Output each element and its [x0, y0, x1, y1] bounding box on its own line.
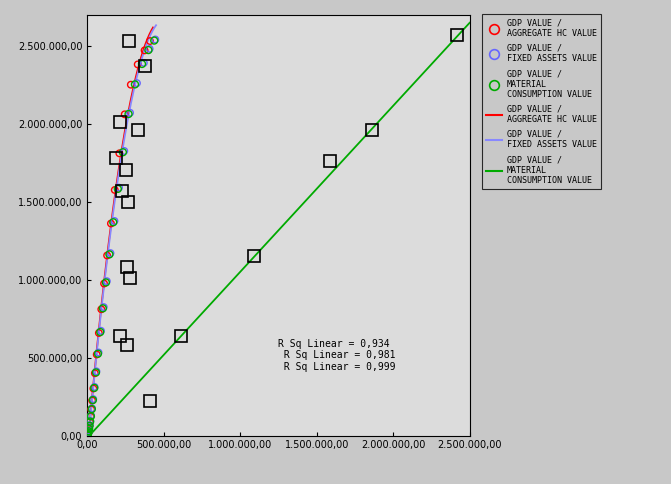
Point: [83, 427, 94, 435]
Point: [132, 60, 143, 68]
Point: [83, 430, 93, 438]
Point: [105, 220, 116, 227]
Point: [83, 431, 93, 439]
Point: [101, 279, 111, 287]
Point: [113, 184, 124, 192]
Legend: GDP VALUE /
AGGREGATE HC VALUE, GDP VALUE /
FIXED ASSETS VALUE, GDP VALUE /
MATE: GDP VALUE / AGGREGATE HC VALUE, GDP VALU…: [482, 15, 601, 189]
Point: [83, 430, 93, 438]
Point: [95, 328, 105, 336]
Point: [140, 46, 150, 54]
Point: [85, 413, 96, 421]
Point: [85, 418, 95, 425]
Text: R Sq Linear = 0,934
 R Sq Linear = 0,981
 R Sq Linear = 0,999: R Sq Linear = 0,934 R Sq Linear = 0,981 …: [278, 339, 396, 372]
Point: [93, 329, 104, 337]
Point: [83, 431, 93, 439]
Point: [85, 421, 95, 429]
Point: [104, 251, 115, 258]
Point: [150, 36, 160, 44]
Point: [123, 110, 134, 118]
Point: [130, 80, 140, 88]
Point: [83, 430, 93, 438]
Point: [137, 60, 148, 68]
Point: [84, 422, 95, 430]
Point: [119, 110, 130, 118]
Point: [85, 418, 95, 426]
Point: [99, 303, 109, 311]
Point: [132, 79, 142, 87]
Point: [89, 369, 100, 377]
Point: [143, 46, 154, 54]
Point: [86, 406, 97, 413]
Point: [84, 422, 95, 430]
Point: [96, 327, 107, 334]
Point: [88, 385, 99, 393]
Point: [89, 384, 99, 392]
Point: [109, 217, 120, 225]
Point: [85, 412, 96, 420]
Point: [149, 37, 160, 45]
Point: [113, 185, 123, 193]
Point: [86, 412, 97, 420]
Point: [144, 37, 155, 45]
Point: [93, 350, 103, 358]
Point: [93, 348, 104, 356]
Point: [91, 367, 102, 375]
Point: [87, 405, 97, 412]
Point: [119, 147, 130, 155]
Point: [99, 280, 109, 287]
Point: [105, 249, 116, 257]
Point: [83, 427, 94, 435]
Point: [102, 252, 113, 259]
Point: [85, 417, 96, 425]
Point: [91, 369, 101, 377]
Point: [91, 350, 102, 358]
Point: [83, 429, 94, 437]
Point: [83, 431, 93, 439]
Point: [87, 405, 97, 413]
Point: [87, 397, 97, 405]
Point: [144, 45, 155, 53]
Point: [84, 425, 95, 433]
Point: [84, 424, 95, 432]
Point: [96, 305, 107, 313]
Point: [114, 150, 125, 157]
Point: [117, 149, 128, 156]
Point: [125, 81, 136, 89]
Point: [88, 395, 99, 403]
Point: [138, 59, 149, 67]
Point: [125, 109, 136, 117]
Point: [89, 383, 100, 391]
Point: [109, 186, 120, 194]
Point: [83, 427, 94, 435]
Point: [84, 425, 95, 433]
Point: [101, 277, 112, 285]
Point: [87, 396, 98, 404]
Point: [108, 218, 119, 226]
Point: [97, 304, 108, 312]
Point: [83, 429, 94, 437]
Point: [83, 429, 94, 437]
